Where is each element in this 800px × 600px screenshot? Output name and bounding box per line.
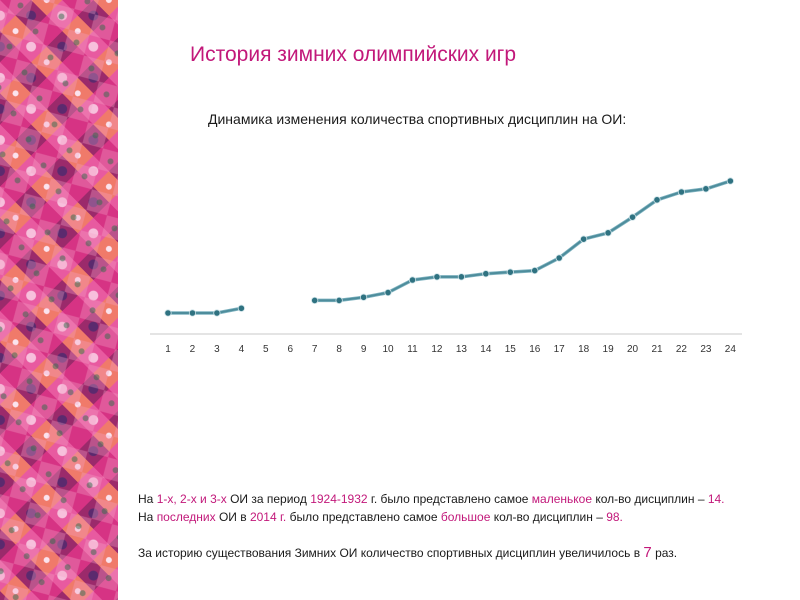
note-text: ОИ за период [226,492,311,506]
x-tick-label: 2 [190,344,196,355]
highlight-text: маленькое [531,492,592,506]
x-tick-label: 17 [554,344,566,355]
note-text: ОИ в [215,510,250,524]
data-point [580,235,588,243]
chart-subtitle: Динамика изменения количества спортивных… [208,111,627,127]
highlight-text: 1924-1932 [310,492,368,506]
x-tick-label: 6 [287,344,293,355]
x-tick-labels: 1 2 3 4 5 6 7 8 9 10 11 12 13 14 15 16 17 18 19 20 21 22 23 24 [165,344,736,355]
data-point [164,309,172,317]
data-point [237,304,245,312]
slide-title: История зимних олимпийских игр [190,43,517,66]
highlight-text: последних [156,510,216,524]
x-tick-label: 11 [407,344,418,355]
note-text: За историю существования Зимних ОИ колич… [138,546,644,560]
data-point [311,296,319,305]
x-tick-label: 22 [676,344,688,355]
note-line: На последних ОИ в 2014 г. было представл… [138,508,725,526]
data-point [677,188,686,196]
line-chart: 1 2 3 4 5 6 7 8 9 10 11 12 13 14 15 16 17 18 19 20 21 22 23 24 [150,177,742,355]
data-point [335,296,343,305]
x-tick-label: 21 [651,344,663,355]
x-tick-label: 5 [263,344,269,355]
data-point [213,309,221,317]
series-line-glow [314,179,731,303]
data-point [433,273,441,281]
x-tick-label: 9 [361,344,367,355]
x-tick-label: 4 [239,344,245,355]
data-point [726,177,734,185]
highlight-text: 14. [707,492,725,506]
highlight-text: 7 [643,544,652,561]
x-tick-label: 8 [336,344,342,355]
data-point [360,293,368,301]
data-point [482,270,490,278]
data-point [188,309,197,317]
data-point [653,196,661,204]
x-tick-label: 23 [700,344,712,355]
x-tick-label: 13 [456,344,468,355]
note-text: На [138,492,157,506]
data-point [408,276,417,284]
x-tick-label: 14 [480,344,492,355]
x-tick-label: 3 [214,344,220,355]
series-line [168,307,242,314]
series-line [314,180,731,302]
note-text: раз. [651,546,678,560]
highlight-text: 1-х, 2-х и 3-х [156,492,227,506]
data-point [457,273,465,281]
x-tick-label: 10 [382,344,394,355]
note-gap [138,526,725,544]
note-text: г. было представлено самое [367,492,532,506]
highlight-text: 2014 г. [249,510,287,524]
x-tick-label: 16 [529,344,541,355]
series-lines [168,179,731,315]
x-tick-label: 1 [165,344,171,355]
note-text: было представлено самое [286,510,441,524]
data-point [628,213,637,221]
x-tick-label: 20 [627,344,639,355]
note-line: За историю существования Зимних ОИ колич… [138,544,725,562]
notes-block: На 1-х, 2-х и 3-х ОИ за период 1924-1932… [138,490,725,562]
note-line: На 1-х, 2-х и 3-х ОИ за период 1924-1932… [138,490,725,508]
x-tick-label: 18 [578,344,590,355]
data-point [531,266,539,275]
x-tick-label: 15 [505,344,517,355]
x-tick-label: 24 [725,344,737,355]
note-text: кол-во дисциплин – [592,492,708,506]
x-tick-label: 12 [431,344,443,355]
note-text: На [138,510,157,524]
data-point [384,288,392,297]
decorative-pattern-sidebar [0,0,118,600]
patchwork-pattern [0,0,118,600]
x-tick-label: 19 [603,344,615,355]
x-tick-label: 7 [312,344,318,355]
series-markers [164,177,734,317]
data-point [702,185,710,193]
data-point [506,268,514,276]
highlight-text: большое [440,510,491,524]
data-point [555,254,563,262]
highlight-text: 98. [606,510,623,524]
note-text: кол-во дисциплин – [490,510,607,524]
data-point [604,229,612,237]
